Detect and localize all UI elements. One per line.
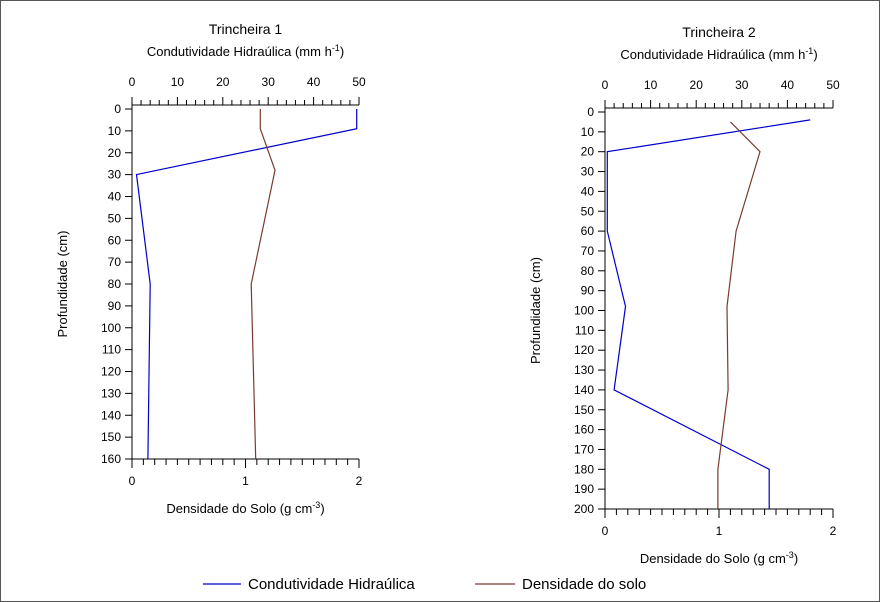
y-axis-tick-label: 80 [108, 277, 122, 291]
y-axis-tick-label: 0 [114, 102, 121, 116]
bottom-axis-tick-label: 0 [129, 474, 136, 488]
y-axis-tick-label: 150 [101, 430, 121, 444]
y-axis-tick-label: 0 [587, 105, 594, 119]
bottom-axis-label: Densidade do Solo (g cm-3) [166, 500, 324, 516]
top-axis-tick-label: 0 [602, 78, 609, 92]
y-axis-tick-label: 140 [574, 383, 594, 397]
y-axis-tick-label: 140 [101, 408, 121, 422]
y-axis-tick-label: 10 [108, 124, 122, 138]
bottom-axis-tick-label: 2 [830, 524, 837, 538]
y-axis-tick-label: 30 [581, 165, 595, 179]
conductivity-series-line [135, 109, 358, 460]
top-axis-tick-label: 10 [644, 78, 658, 92]
top-axis-tick-label: 20 [216, 75, 230, 89]
top-axis-label: Condutividade Hidraúlica (mm h-1) [620, 46, 817, 62]
chart-panel-2: Trincheira 2 Condutividade Hidraúlica (mm… [528, 24, 840, 566]
y-axis-tick-label: 120 [574, 343, 594, 357]
y-axis-tick-label: 20 [581, 145, 595, 159]
y-axis-tick-label: 50 [581, 204, 595, 218]
y-axis-tick-label: 80 [581, 264, 595, 278]
top-axis-tick-label: 0 [129, 75, 136, 89]
top-axis-tick-label: 40 [781, 78, 795, 92]
top-axis-tick-label: 50 [826, 78, 840, 92]
y-axis-label: Profundidade (cm) [55, 231, 70, 338]
density-series-line [250, 109, 276, 460]
bottom-axis-label: Densidade do Solo (g cm-3) [640, 550, 798, 566]
y-axis-tick-label: 190 [574, 482, 594, 496]
y-axis-tick-label: 160 [101, 452, 121, 466]
y-axis-tick-label: 90 [108, 299, 122, 313]
top-axis-tick-label: 50 [352, 75, 366, 89]
y-axis-tick-label: 10 [581, 125, 595, 139]
y-axis-tick-label: 40 [108, 190, 122, 204]
top-axis-tick-label: 30 [735, 78, 749, 92]
chart-legend: Condutividade Hidraúlica Densidade do sol… [203, 576, 646, 593]
y-axis-tick-label: 130 [574, 363, 594, 377]
top-axis-tick-label: 10 [171, 75, 185, 89]
bottom-axis-tick-label: 1 [716, 524, 723, 538]
legend-label-2: Densidade do solo [522, 576, 646, 593]
bottom-axis-tick-label: 0 [602, 524, 609, 538]
y-axis-tick-label: 30 [108, 168, 122, 182]
chart-panel-1: Trincheira 1 Condutividade Hidraúlica (mm… [55, 21, 366, 516]
legend-label-1: Condutividade Hidraúlica [248, 576, 415, 593]
y-axis-tick-label: 150 [574, 403, 594, 417]
chart-title: Trincheira 2 [682, 24, 756, 40]
top-axis-tick-label: 20 [690, 78, 704, 92]
y-axis-tick-label: 180 [574, 462, 594, 476]
y-axis-tick-label: 70 [581, 244, 595, 258]
density-series-line [717, 121, 761, 509]
y-axis-tick-label: 70 [108, 255, 122, 269]
y-axis-tick-label: 170 [574, 442, 594, 456]
y-axis-tick-label: 50 [108, 211, 122, 225]
conductivity-series-line [606, 119, 811, 509]
bottom-axis-tick-label: 1 [242, 474, 249, 488]
y-axis-tick-label: 160 [574, 423, 594, 437]
y-axis-tick-label: 40 [581, 184, 595, 198]
y-axis-tick-label: 200 [574, 502, 594, 516]
y-axis-tick-label: 110 [102, 343, 121, 357]
y-axis-tick-label: 90 [581, 284, 595, 298]
depth-profile-charts: Trincheira 1 Condutividade Hidraúlica (mm… [55, 21, 840, 566]
chart-title: Trincheira 1 [209, 21, 283, 37]
top-axis-tick-label: 40 [307, 75, 321, 89]
y-axis-tick-label: 110 [575, 323, 594, 337]
y-axis-label: Profundidade (cm) [528, 257, 543, 364]
y-axis-tick-label: 100 [574, 304, 594, 318]
y-axis-tick-label: 60 [581, 224, 595, 238]
top-axis-tick-label: 30 [262, 75, 276, 89]
y-axis-tick-label: 100 [101, 321, 121, 335]
y-axis-tick-label: 20 [108, 146, 122, 160]
y-axis-tick-label: 120 [101, 365, 121, 379]
top-axis-label: Condutividade Hidraúlica (mm h-1) [147, 43, 344, 59]
bottom-axis-tick-label: 2 [356, 474, 363, 488]
y-axis-tick-label: 130 [101, 386, 121, 400]
y-axis-tick-label: 60 [108, 233, 122, 247]
